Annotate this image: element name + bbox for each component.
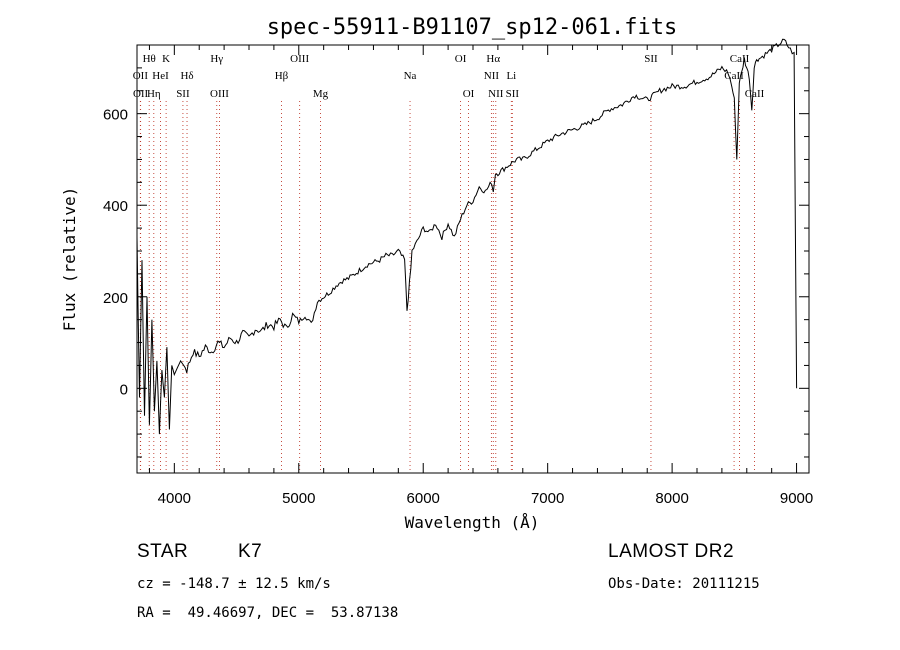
- coordinates: RA = 49.46697, DEC = 53.87138: [137, 605, 399, 621]
- y-tick-label: 600: [103, 107, 128, 124]
- line-marker-label: Li: [506, 70, 516, 82]
- line-marker-label: CaII: [724, 70, 744, 82]
- survey-name: LAMOST DR2: [608, 541, 735, 562]
- object-subclass: K7: [238, 541, 263, 562]
- line-marker-label: Mg: [313, 88, 329, 100]
- line-marker-label: HeI: [152, 70, 169, 82]
- line-marker-label: NII: [484, 70, 500, 82]
- line-marker-label: Hδ: [180, 70, 193, 82]
- chart-title: spec-55911-B91107_sp12-061.fits: [267, 15, 678, 40]
- observation-date: Obs-Date: 20111215: [608, 576, 760, 592]
- x-tick-label: 8000: [655, 490, 688, 507]
- y-tick-label: 400: [103, 198, 128, 215]
- redshift-velocity: cz = -148.7 ± 12.5 km/s: [137, 576, 331, 592]
- line-marker-label: NII: [488, 88, 504, 100]
- line-marker-label: OI: [463, 88, 475, 100]
- x-axis-label: Wavelength (Å): [405, 513, 540, 532]
- y-tick-label: 200: [103, 290, 128, 307]
- line-marker-label: SII: [644, 53, 658, 65]
- object-class: STAR: [137, 541, 189, 562]
- line-marker-label: OIII: [290, 53, 309, 65]
- x-tick-label: 9000: [780, 490, 813, 507]
- axis-ticks: 4000 5000 6000 7000 8000 9000 0 200 400 600: [103, 45, 813, 507]
- plot-frame: [136, 44, 810, 474]
- line-marker-label: OII: [133, 70, 149, 82]
- y-axis-label: Flux (relative): [60, 187, 79, 332]
- y-tick-label: 0: [120, 381, 128, 398]
- x-tick-label: 6000: [407, 490, 440, 507]
- x-tick-label: 5000: [282, 490, 315, 507]
- line-marker-label: OIII: [210, 88, 229, 100]
- line-marker-label: OI: [455, 53, 467, 65]
- spectrum-line: [136, 38, 798, 435]
- line-marker-label: CaII: [745, 88, 765, 100]
- line-marker-label: SII: [506, 88, 520, 100]
- line-marker-label: Hβ: [275, 70, 289, 82]
- line-marker-label: Hθ: [143, 53, 156, 65]
- line-marker-label: Na: [404, 70, 417, 82]
- line-marker-label: CaII: [730, 53, 750, 65]
- x-tick-label: 7000: [531, 490, 564, 507]
- line-marker-label: K: [162, 53, 170, 65]
- line-marker-label: Hη: [147, 88, 161, 100]
- x-tick-label: 4000: [158, 490, 191, 507]
- line-marker-label: Hα: [486, 53, 500, 65]
- line-marker-label: Hγ: [210, 53, 223, 65]
- line-marker-label: SII: [176, 88, 190, 100]
